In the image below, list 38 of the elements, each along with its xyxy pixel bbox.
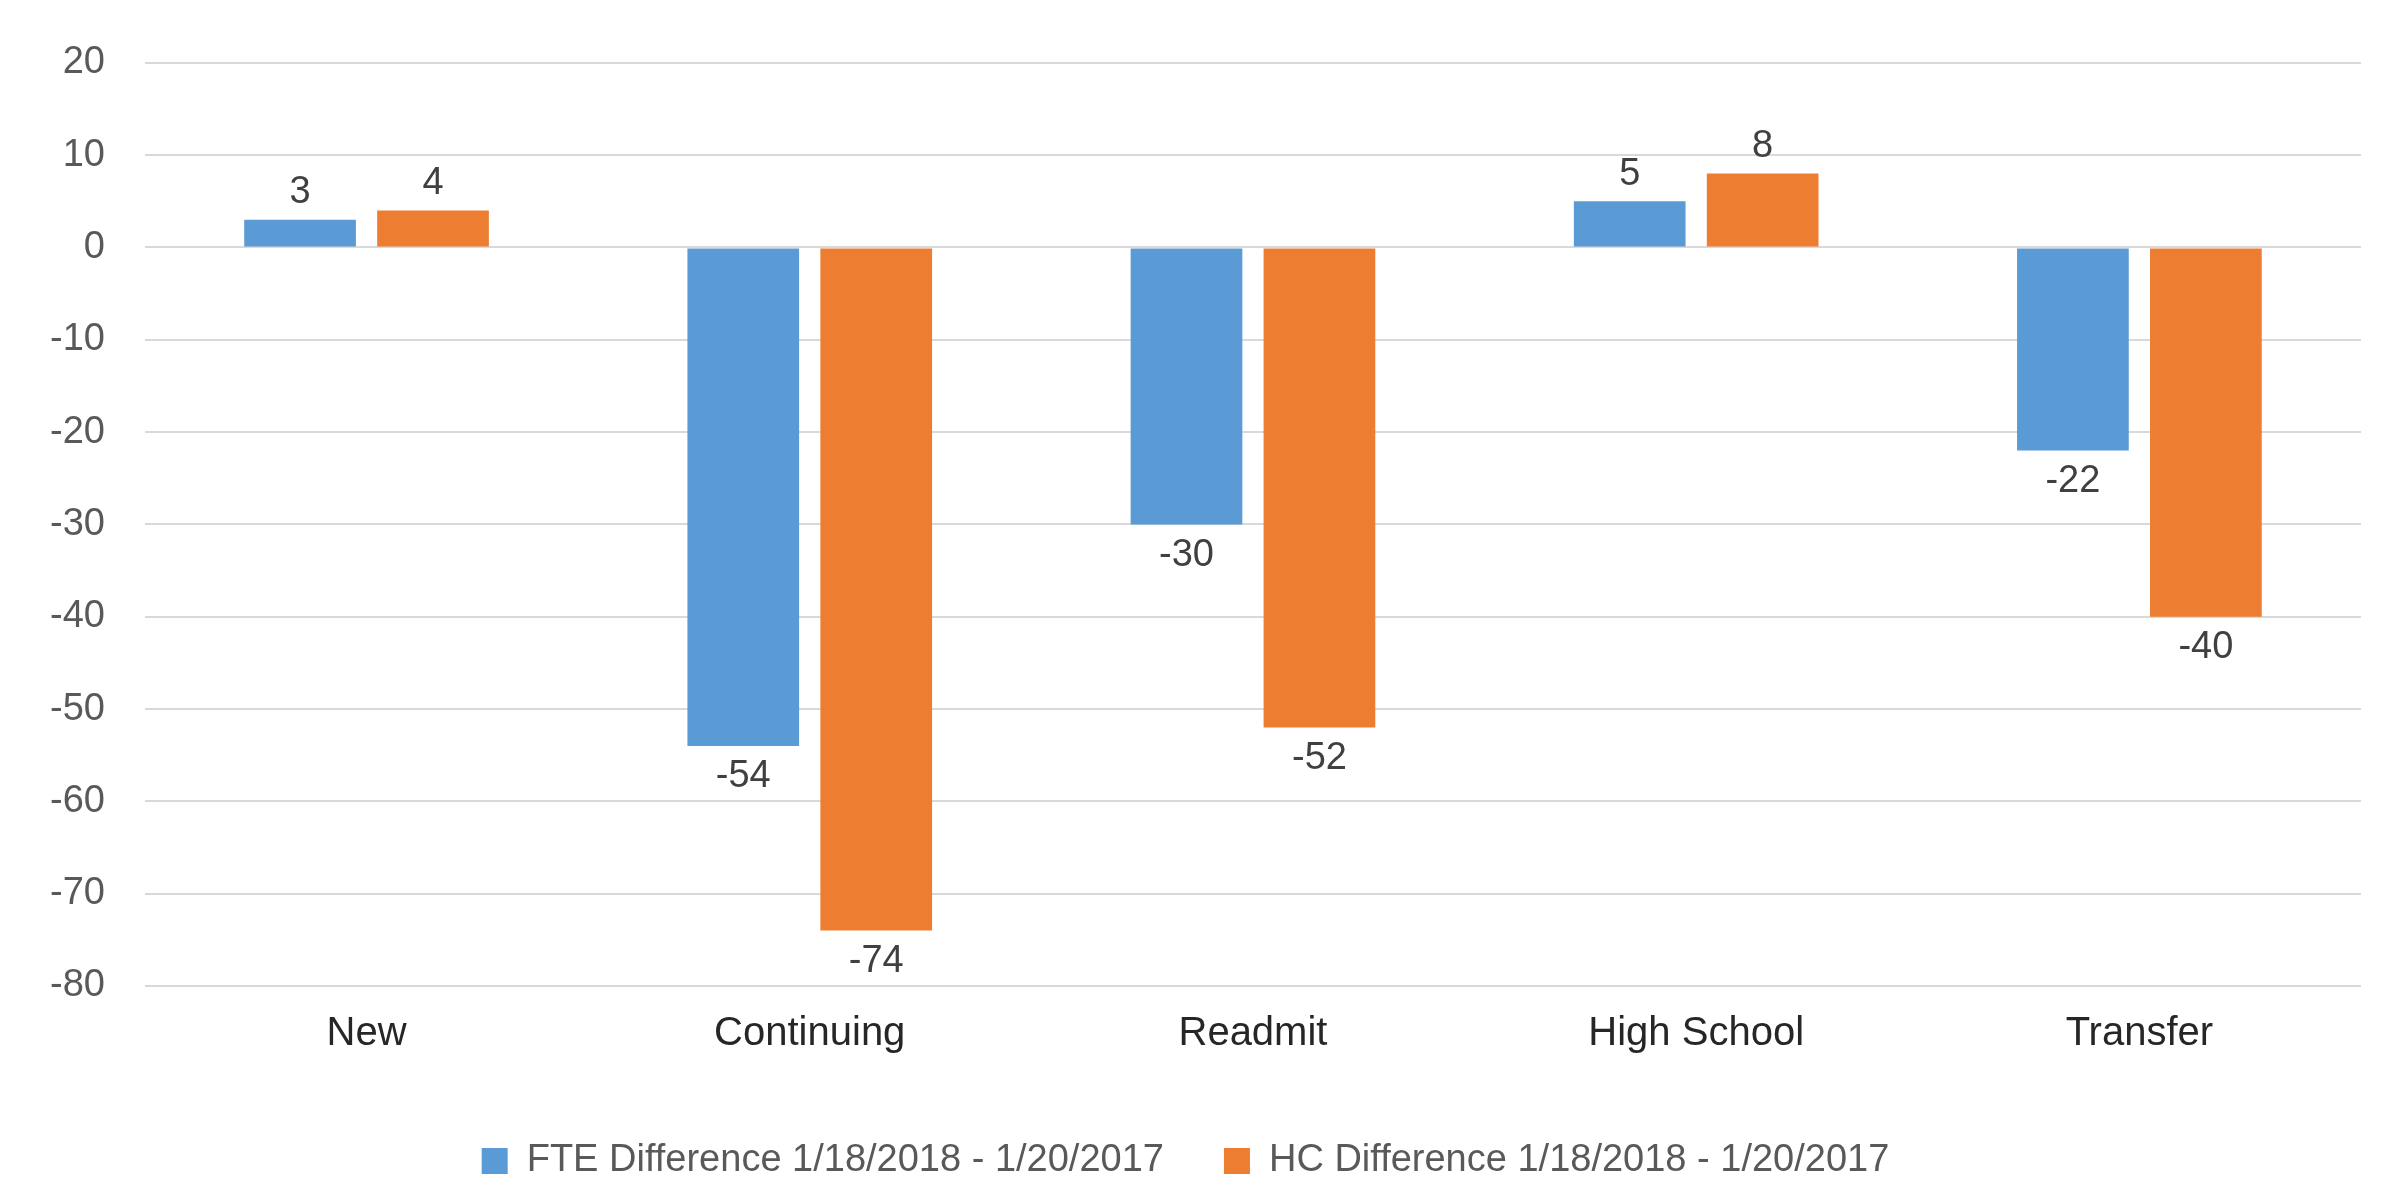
bar [1263, 248, 1376, 728]
bar [377, 210, 489, 247]
bar [2017, 248, 2129, 451]
data-label: 5 [1619, 150, 1641, 193]
x-tick-label: High School [1588, 1009, 1805, 1054]
data-label: 3 [289, 169, 311, 212]
y-tick-label: 20 [62, 39, 105, 82]
x-tick-label: Transfer [2065, 1009, 2214, 1054]
y-tick-label: -30 [50, 500, 105, 543]
data-label: 4 [422, 160, 444, 202]
x-tick-label: New [326, 1009, 407, 1054]
data-label: 8 [1752, 123, 1774, 166]
data-label: -22 [2045, 458, 2101, 501]
bar [244, 219, 356, 247]
legend-label: HC Difference 1/18/2018 - 1/20/2017 [1268, 1137, 1890, 1180]
y-tick-label: -60 [50, 777, 105, 820]
y-tick-label: -40 [50, 593, 105, 636]
data-label: -52 [1291, 734, 1347, 777]
y-tick-label: -50 [50, 685, 105, 728]
data-label: -40 [2178, 624, 2234, 667]
data-label: -54 [715, 753, 771, 796]
y-tick-label: 10 [62, 131, 105, 174]
y-tick-label: -80 [50, 962, 105, 1005]
bar [820, 248, 933, 931]
y-tick-label: 0 [83, 223, 105, 266]
bar [2150, 248, 2262, 617]
bar [687, 248, 800, 746]
bar [1573, 201, 1686, 247]
bar [1706, 173, 1819, 247]
x-tick-label: Continuing [714, 1009, 906, 1054]
y-tick-label: -10 [50, 316, 105, 359]
y-tick-label: -70 [50, 870, 105, 913]
bar [1130, 248, 1243, 525]
data-label: -74 [848, 938, 904, 981]
data-label: -30 [1159, 531, 1214, 574]
y-tick-label: -20 [50, 408, 105, 451]
x-tick-label: Readmit [1178, 1009, 1328, 1054]
legend-label: FTE Difference 1/18/2018 - 1/20/2017 [526, 1137, 1164, 1180]
